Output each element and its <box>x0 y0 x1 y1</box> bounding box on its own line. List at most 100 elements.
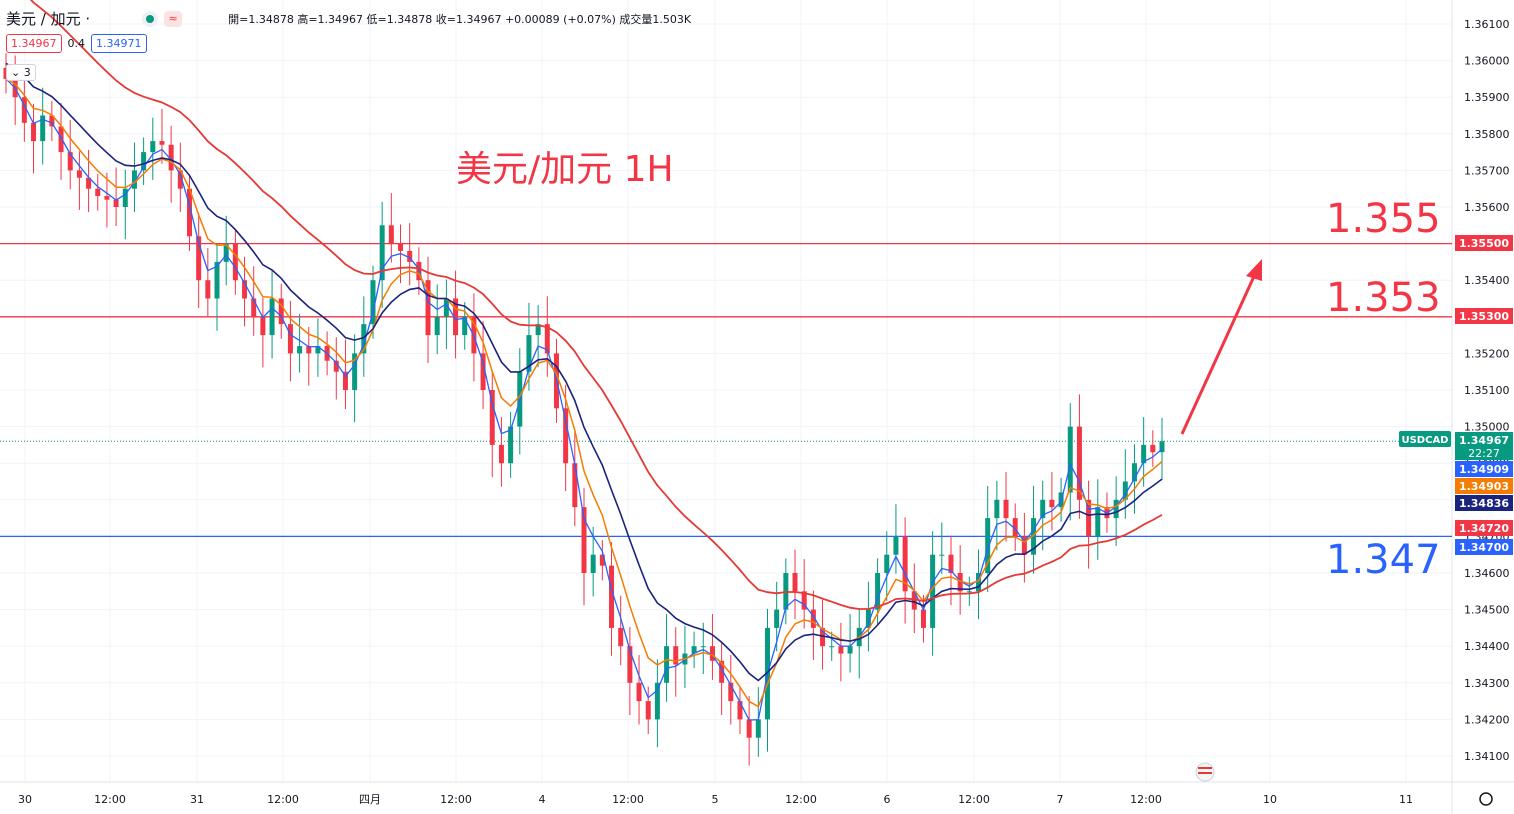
x-tick-label: 5 <box>712 793 719 806</box>
candle-body <box>398 243 404 251</box>
candle-body <box>342 371 348 390</box>
indicators-toggle[interactable]: ⌄ 3 <box>6 64 36 81</box>
ohlc-readout: 開=1.34878 高=1.34967 低=1.34878 收=1.34967 … <box>228 12 692 26</box>
price-tag[interactable] <box>1455 539 1513 555</box>
buy-price-button[interactable]: 1.34971 <box>91 34 147 53</box>
candle-body <box>829 646 835 648</box>
candle-body <box>260 316 266 336</box>
x-tick-label: 12:00 <box>440 793 472 806</box>
y-tick-label: 1.36000 <box>1464 55 1510 68</box>
candle-body <box>131 170 137 189</box>
x-tick-label: 31 <box>190 793 204 806</box>
candle-body <box>1159 441 1165 453</box>
candle-body <box>434 316 440 336</box>
candle-body <box>865 609 871 628</box>
market-status-icon[interactable] <box>142 10 159 27</box>
candle-body <box>581 507 587 573</box>
candle-body <box>40 115 46 142</box>
candle-body <box>691 646 697 654</box>
horizontal-levels[interactable] <box>0 242 1452 538</box>
candle-body <box>21 97 27 123</box>
level-label-1347[interactable]: 1.347 <box>1326 537 1441 583</box>
countdown-label: 22:27 <box>1468 447 1500 460</box>
price-tag[interactable] <box>1455 495 1513 511</box>
y-tick-label: 1.34100 <box>1464 750 1510 763</box>
candle-body <box>1095 507 1101 537</box>
price-tag-label: 1.34700 <box>1459 541 1509 554</box>
y-tick-label: 1.35100 <box>1464 384 1510 397</box>
price-tag[interactable] <box>1455 432 1513 460</box>
price-tag-label: 1.35300 <box>1459 310 1509 323</box>
spread-value: 0.4 <box>67 37 86 50</box>
data-wave-icon[interactable]: ≈ <box>164 10 183 27</box>
gear-icon[interactable] <box>1479 792 1493 806</box>
candle-body <box>205 280 211 299</box>
candle-body <box>563 408 569 464</box>
level-label-1353[interactable]: 1.353 <box>1326 275 1441 321</box>
candle-body <box>278 298 284 325</box>
candle-body <box>1021 536 1027 555</box>
candle-body <box>709 646 715 661</box>
candle-body <box>948 554 954 573</box>
x-tick-label: 7 <box>1057 793 1064 806</box>
candle-body <box>333 360 339 372</box>
candle-body <box>58 126 64 153</box>
ma-slow-line <box>5 62 1163 682</box>
candle-body <box>939 554 945 556</box>
candle-body <box>480 353 486 390</box>
candle-body <box>810 609 816 628</box>
candle-body <box>95 188 101 197</box>
candle-body <box>930 554 936 628</box>
candle-body <box>627 646 633 683</box>
symbol-name[interactable]: 美元 / 加元 · <box>6 10 91 28</box>
us-flag-stripe <box>1198 767 1212 769</box>
price-tag[interactable] <box>1455 461 1513 477</box>
y-tick-label: 1.34200 <box>1464 713 1510 726</box>
candle-body <box>361 324 367 354</box>
candle-body <box>957 573 963 592</box>
candle-body <box>443 298 449 317</box>
sell-price-button[interactable]: 1.34967 <box>6 34 62 53</box>
time-axis[interactable]: 30 12:00 31 12:00 四月 12:00 4 12:00 5 12:00 6 12:00 7… <box>18 762 1493 806</box>
level-label-1355[interactable]: 1.355 <box>1326 196 1441 242</box>
candle-body <box>214 261 220 299</box>
price-tag[interactable] <box>1455 235 1513 251</box>
x-tick-label: 6 <box>884 793 891 806</box>
candle-body <box>746 719 752 738</box>
arrow-shaft[interactable] <box>1180 271 1258 435</box>
price-tag[interactable] <box>1455 308 1513 324</box>
candle-body <box>1150 444 1156 453</box>
candle-body <box>1012 518 1018 537</box>
candle-body <box>1086 499 1092 537</box>
candle-body <box>920 609 926 628</box>
y-tick-label: 1.35900 <box>1464 91 1510 104</box>
candle-body <box>453 298 459 336</box>
y-tick-label: 1.35400 <box>1464 274 1510 287</box>
indicator-count: 3 <box>23 66 31 79</box>
symbol-tag[interactable] <box>1399 431 1451 447</box>
price-tag[interactable] <box>1455 520 1513 536</box>
candle-body <box>526 335 532 372</box>
candle-body <box>86 177 92 189</box>
candle-body <box>1040 499 1046 519</box>
y-tick-label: 1.34300 <box>1464 677 1510 690</box>
candle-body <box>141 152 147 171</box>
candle-body <box>719 660 725 683</box>
price-tag[interactable] <box>1455 478 1513 494</box>
candle-body <box>104 196 110 200</box>
candle-body <box>122 188 128 207</box>
price-tag-label: 1.34836 <box>1459 497 1509 510</box>
ma-mid-line <box>5 78 1163 708</box>
price-tag-label: 1.34909 <box>1459 463 1509 476</box>
price-axis[interactable]: 1.36100 1.36000 1.35900 1.35800 1.35700 1.356… <box>1399 18 1513 763</box>
y-tick-label: 1.35600 <box>1464 201 1510 214</box>
candle-body <box>976 573 982 592</box>
candle-body <box>618 627 624 647</box>
arrow-head <box>1246 259 1262 281</box>
chart-annotation-title[interactable]: 美元/加元 1H <box>456 149 674 190</box>
candle-body <box>508 426 514 464</box>
up-arrow-annotation[interactable] <box>1180 259 1262 435</box>
candle-body <box>884 554 890 573</box>
x-tick-label: 4 <box>539 793 546 806</box>
